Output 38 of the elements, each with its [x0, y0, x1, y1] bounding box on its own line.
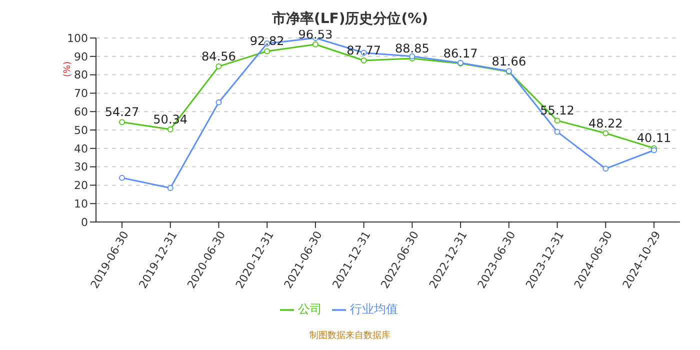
data-label: 86.17	[443, 46, 478, 60]
y-tick-label: 90	[74, 50, 88, 64]
point	[554, 128, 560, 135]
y-axis-title: (%)	[63, 61, 73, 77]
chart-title: 市净率(LF)历史分位(%)	[270, 10, 430, 28]
point	[360, 58, 367, 64]
point	[602, 130, 609, 136]
point	[602, 166, 609, 172]
point	[167, 126, 174, 132]
point	[554, 118, 560, 124]
y-tick-label: 20	[74, 179, 88, 192]
y-tick-label: 30	[74, 160, 88, 174]
y-tick-label: 50	[74, 124, 88, 137]
data-label: 54.27	[104, 105, 140, 120]
point	[216, 63, 222, 70]
point	[264, 48, 270, 54]
y-tick-label: 60	[74, 106, 88, 119]
y-tick-label: 40	[74, 142, 88, 156]
data-label: 40.11	[636, 131, 672, 146]
point	[119, 119, 125, 126]
y-tick-label: 10	[74, 198, 88, 211]
data-label: 48.22	[588, 116, 623, 130]
point	[409, 53, 416, 60]
y-tick-label: 70	[74, 87, 88, 100]
y-tick-label: 80	[74, 68, 88, 82]
data-label: 88.85	[395, 42, 430, 56]
text: 制图数据来自数据库	[308, 330, 392, 342]
data-label: 84.56	[202, 49, 236, 64]
y-tick-label: 0	[81, 216, 88, 229]
data-label: 81.66	[492, 54, 526, 69]
data-label: 92.82	[250, 34, 284, 48]
y-tick-label: 100	[67, 32, 88, 45]
legend-label: 公司	[298, 302, 322, 316]
point	[312, 41, 318, 48]
point	[216, 99, 222, 106]
legend-label: 行业均值	[350, 302, 398, 316]
point	[167, 184, 174, 191]
point	[119, 174, 125, 181]
